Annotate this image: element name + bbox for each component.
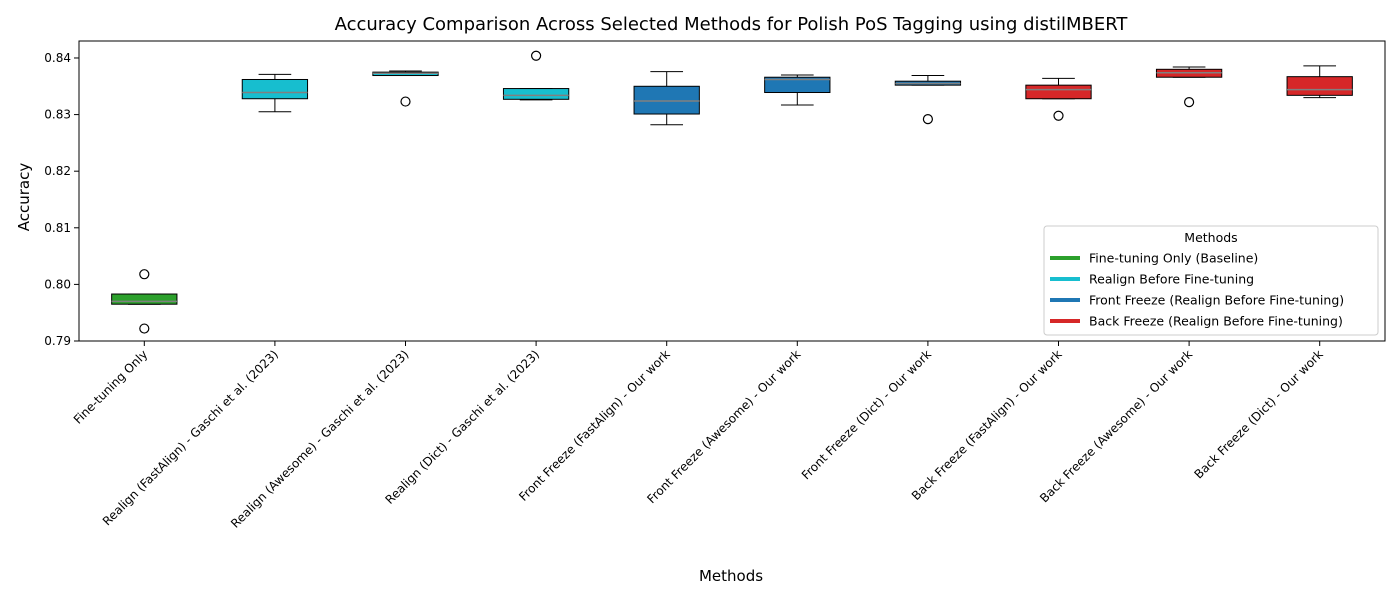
x-tick-label: Front Freeze (Dict) - Our work	[799, 347, 934, 482]
box-group	[764, 74, 831, 106]
x-tick-label: Fine-tuning Only	[71, 347, 151, 427]
y-tick-label: 0.80	[44, 277, 71, 291]
legend: Methods Fine-tuning Only (Baseline) Reali…	[1043, 225, 1379, 336]
legend-title: Methods	[1184, 230, 1237, 245]
y-tick-label: 0.81	[44, 221, 71, 235]
y-tick-label: 0.82	[44, 164, 71, 178]
legend-frame	[1043, 225, 1379, 336]
chart-title: Accuracy Comparison Across Selected Meth…	[335, 14, 1129, 35]
box-group	[894, 75, 962, 125]
box-iqr	[1286, 76, 1353, 96]
outlier-point	[1183, 97, 1195, 108]
y-tick-label: 0.83	[44, 108, 71, 122]
outlier-point	[1053, 110, 1064, 121]
x-tick-label: Back Freeze (Dict) - Our work	[1192, 347, 1326, 481]
outlier-point	[139, 269, 150, 280]
box-group	[633, 71, 700, 126]
x-tick-label: Back Freeze (FastAlign) - Our work	[909, 347, 1065, 503]
box-iqr	[764, 76, 831, 94]
y-tick-label: 0.79	[44, 334, 71, 348]
box-group	[372, 70, 439, 107]
x-axis-label: Methods	[699, 567, 763, 585]
box-iqr	[502, 88, 570, 100]
outlier-point	[922, 114, 934, 125]
legend-entry-label: Realign Before Fine-tuning	[1089, 272, 1254, 287]
plot-frame	[78, 40, 1386, 342]
box-group	[1025, 77, 1092, 121]
box-iqr	[1025, 84, 1092, 100]
y-axis-label: Accuracy	[15, 163, 33, 232]
box-iqr	[241, 78, 309, 100]
box-iqr	[633, 85, 700, 115]
outlier-point	[400, 96, 411, 107]
legend-entry-label: Back Freeze (Realign Before Fine-tuning)	[1089, 314, 1343, 329]
legend-entry-label: Fine-tuning Only (Baseline)	[1089, 251, 1258, 266]
box-group	[241, 73, 309, 113]
box-group	[1286, 65, 1353, 99]
box-iqr	[111, 293, 178, 305]
outlier-point	[139, 323, 150, 334]
legend-entry-label: Front Freeze (Realign Before Fine-tuning…	[1089, 293, 1344, 308]
box-group	[111, 269, 178, 334]
x-tick-label: Realign (Dict) - Gaschi et al. (2023)	[383, 347, 543, 507]
box-group	[1155, 66, 1223, 108]
x-tick-label: Front Freeze (Awesome) - Our work	[644, 347, 803, 506]
y-tick-label: 0.84	[44, 51, 71, 65]
x-tick-label: Back Freeze (Awesome) - Our work	[1037, 347, 1195, 505]
x-tick-label: Front Freeze (FastAlign) - Our work	[516, 347, 673, 504]
box-group	[502, 50, 570, 101]
outlier-point	[530, 50, 542, 61]
